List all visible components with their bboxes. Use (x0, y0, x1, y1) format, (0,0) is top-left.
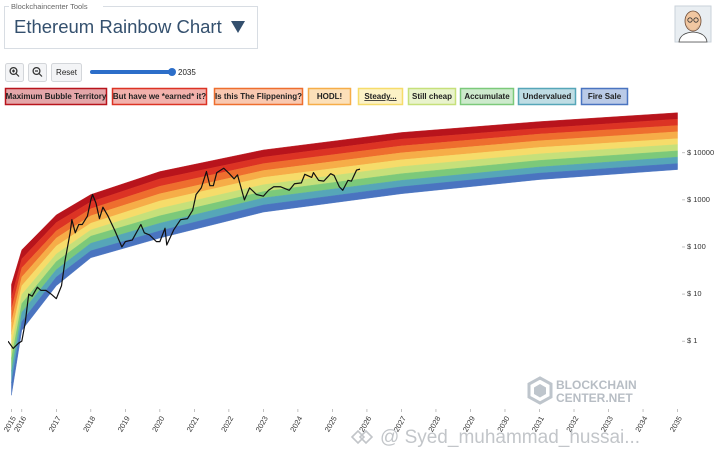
slider-track[interactable] (90, 70, 173, 74)
zoom-out-lens (32, 66, 41, 76)
legend-buttons: Maximum Bubble Territory But have we *ear… (4, 87, 629, 106)
avatar-beard (686, 24, 700, 30)
chart-selector[interactable]: Ethereum Rainbow Chart (14, 16, 245, 37)
x-tick-label: 2021 (185, 414, 201, 433)
x-tick-label: 2025 (323, 414, 339, 433)
brand-logo-core (534, 384, 546, 398)
brand-line1: BLOCKCHAIN (556, 378, 637, 392)
x-tick-label: 2018 (81, 414, 97, 433)
slider-value: 2035 (178, 68, 196, 77)
legend-button-box[interactable] (580, 87, 629, 106)
slider-thumb[interactable] (168, 68, 176, 76)
legend-button-box[interactable] (407, 87, 457, 106)
avatar-glasses-left (687, 17, 693, 23)
legend-button-box[interactable] (459, 87, 515, 106)
rainbow-band (11, 163, 678, 396)
legend-button[interactable]: Accumulate (459, 87, 515, 106)
legend-button-label[interactable]: Steady... (364, 92, 396, 101)
price-line (8, 167, 361, 350)
zoom-in-button[interactable] (5, 63, 24, 82)
brand-line2: CENTER.NET (556, 391, 633, 405)
reset-box[interactable] (51, 63, 82, 82)
header: Blockchaincenter Tools Ethereum Rainbow … (4, 2, 258, 49)
y-tick-label: $ 100 (687, 242, 706, 251)
legend-button-label[interactable]: Still cheap (412, 92, 452, 101)
zoom-in-box[interactable] (5, 63, 24, 82)
tools-label: Blockchaincenter Tools (11, 2, 88, 11)
legend-button-label[interactable]: Is this The Flippening? (215, 92, 302, 101)
brand-watermark: BLOCKCHAIN CENTER.NET (527, 376, 637, 405)
x-tick-label: 2035 (668, 414, 684, 433)
legend-button[interactable]: Still cheap (407, 87, 457, 106)
x-tick-label: 2023 (254, 414, 270, 433)
legend-button[interactable]: Undervalued (517, 87, 577, 106)
legend-button[interactable]: HODL! (307, 87, 352, 106)
x-tick-label: 2019 (116, 414, 132, 433)
avatar-shirt (678, 31, 708, 43)
legend-button[interactable]: Steady... (357, 87, 404, 106)
avatar-glasses-right (693, 17, 699, 23)
reset-button[interactable]: Reset (51, 63, 82, 82)
x-tick-label: 2024 (288, 414, 304, 433)
rainbow-band (11, 150, 678, 372)
toolbar: Reset 2035 (5, 63, 196, 82)
avatar-head (684, 10, 702, 32)
zoom-out-box[interactable] (28, 63, 47, 82)
x-tick-label: 2017 (47, 414, 63, 433)
legend-button-label[interactable]: Undervalued (523, 92, 572, 101)
year-slider[interactable]: 2035 (90, 68, 196, 77)
legend-button-box[interactable] (213, 87, 304, 106)
legend-button-box[interactable] (4, 87, 108, 106)
zoom-in-lens (9, 66, 18, 76)
page-title[interactable]: Ethereum Rainbow Chart (14, 16, 222, 37)
legend-button-box[interactable] (307, 87, 352, 106)
zoom-out-button[interactable] (28, 63, 47, 82)
legend-button-box[interactable] (357, 87, 404, 106)
legend-button[interactable]: Maximum Bubble Territory (4, 87, 108, 106)
header-box (4, 6, 258, 49)
x-tick-label: 2020 (150, 414, 166, 433)
legend-button-label[interactable]: But have we *earned* it? (113, 92, 206, 101)
y-tick-label: $ 1 (687, 336, 697, 345)
zoom-in-glyph (12, 69, 20, 77)
dropdown-arrow[interactable] (231, 21, 245, 33)
legend-button-label[interactable]: Accumulate (464, 92, 510, 101)
avatar[interactable] (674, 5, 712, 43)
label-backdrop (9, 2, 103, 11)
legend-button-box[interactable] (517, 87, 577, 106)
legend-button[interactable]: Is this The Flippening? (213, 87, 304, 106)
reset-label[interactable]: Reset (56, 68, 78, 77)
credit-logo (350, 429, 374, 445)
legend-button-label[interactable]: Maximum Bubble Territory (6, 92, 107, 101)
zoom-out-glyph (35, 70, 43, 77)
y-tick-label: $ 10000 (687, 148, 714, 157)
legend-button-label[interactable]: HODL! (317, 92, 342, 101)
x-tick-label: 2022 (219, 414, 235, 433)
legend-button[interactable]: Fire Sale (580, 87, 629, 106)
brand-logo (527, 376, 553, 405)
legend-button[interactable]: But have we *earned* it? (111, 87, 208, 106)
y-tick-label: $ 1000 (687, 195, 710, 204)
plot-content (8, 112, 678, 396)
legend-button-box[interactable] (111, 87, 208, 106)
legend-button-label[interactable]: Fire Sale (588, 92, 622, 101)
y-tick-label: $ 10 (687, 289, 702, 298)
credit-text: @ Syed_muhammad_hussai... (380, 427, 640, 448)
credit-watermark: @ Syed_muhammad_hussai... (350, 427, 640, 448)
